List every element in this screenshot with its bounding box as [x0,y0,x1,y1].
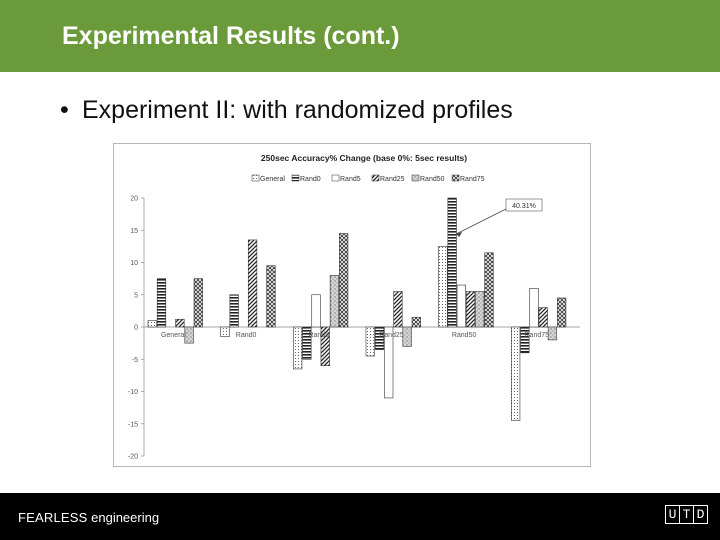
x-tick-label-general: General [161,332,186,339]
bar-rand50-rand0 [447,197,457,328]
y-tick-label: 15 [130,228,138,235]
bar-rand5-rand25 [320,326,330,367]
bar-rand75-rand25 [538,307,548,328]
legend-label-general: General [260,176,285,183]
logo-letter-t: T [679,506,693,523]
y-tick-label: -5 [132,357,138,364]
y-tick-label: 20 [130,196,138,203]
footer-brand-bold: FEARLESS [18,510,88,525]
x-tick-label-rand5: Rand5 [308,332,329,339]
annotation-label: 40.31% [512,203,536,210]
legend-swatch-rand5 [331,174,340,182]
bar-rand25-rand75 [411,317,421,328]
bullet-text: Experiment II: with randomized profiles [82,96,513,124]
bullet-item: • Experiment II: with randomized profiles [60,96,513,125]
legend-label-rand75: Rand75 [460,176,485,183]
bar-rand50-rand5 [456,284,466,328]
bar-rand50-rand50 [475,291,485,328]
annotation-box [505,198,543,212]
bar-rand75-rand50 [547,326,558,341]
y-tick-label: -20 [128,454,138,461]
legend-label-rand0: Rand0 [300,176,321,183]
bar-rand25-rand0 [374,326,385,350]
bar-rand5-rand50 [329,275,340,328]
bar-rand0-rand75 [266,265,276,328]
bar-rand50-rand75 [484,252,494,328]
x-tick-label-rand75: Rand75 [525,332,550,339]
bar-rand5-rand5 [311,294,321,328]
bar-rand5-rand0 [302,326,312,360]
bar-rand0-general [220,326,230,337]
footer-bar: FEARLESS engineering [0,493,720,540]
bar-rand75-general [511,326,521,421]
bar-general-rand75 [193,278,203,328]
bar-rand75-rand5 [529,288,539,328]
y-tick-label: -15 [128,421,138,428]
title-bar [0,0,720,72]
legend-swatch-rand25 [371,174,380,182]
bullet-dot: • [60,96,69,124]
bar-general-rand50 [184,326,194,344]
bar-chart: 250sec Accuracy% Change (base 0%: 5sec r… [128,153,580,461]
bar-rand50-general [438,246,448,328]
legend-label-rand50: Rand50 [420,176,445,183]
y-tick-label: -10 [128,389,138,396]
bar-rand5-rand75 [339,233,349,328]
bar-rand25-rand5 [384,326,394,399]
bar-general-rand0 [156,278,167,328]
bar-rand25-general [365,326,375,357]
bar-general-general [147,320,157,328]
legend-swatch-rand0 [291,174,300,182]
chart-frame: 250sec Accuracy% Change (base 0%: 5sec r… [113,143,591,467]
bar-rand25-rand50 [402,326,412,347]
bar-rand50-rand25 [465,291,476,328]
x-tick-label-rand0: Rand0 [236,332,257,339]
logo-letter-u: U [668,507,677,522]
legend-swatch-rand50 [411,174,420,182]
legend-label-rand5: Rand5 [340,176,361,183]
y-tick-label: 0 [134,325,138,332]
legend-swatch-general [251,174,260,182]
bar-rand0-rand25 [247,239,258,328]
legend-label-rand25: Rand25 [380,176,405,183]
chart-title: 250sec Accuracy% Change (base 0%: 5sec r… [261,153,467,163]
utd-logo: U T D [665,505,708,524]
bar-rand75-rand75 [557,297,567,328]
footer-brand-rest: engineering [87,510,160,525]
bar-rand25-rand25 [393,291,403,328]
y-tick-label: 10 [130,260,138,267]
footer-brand: FEARLESS engineering [18,510,159,525]
x-tick-label-rand25: Rand25 [379,332,404,339]
logo-letter-d: D [693,506,707,523]
slide-title: Experimental Results (cont.) [62,22,400,50]
annotation-arrowhead [456,232,463,237]
bar-rand75-rand0 [520,326,530,354]
bar-rand0-rand0 [229,294,239,328]
y-tick-label: 5 [134,292,138,299]
x-tick-label-rand50: Rand50 [452,332,477,339]
annotation-pointer [456,208,507,235]
bar-general-rand25 [175,318,185,328]
bar-rand5-general [293,326,303,370]
legend-swatch-rand75 [451,174,460,182]
